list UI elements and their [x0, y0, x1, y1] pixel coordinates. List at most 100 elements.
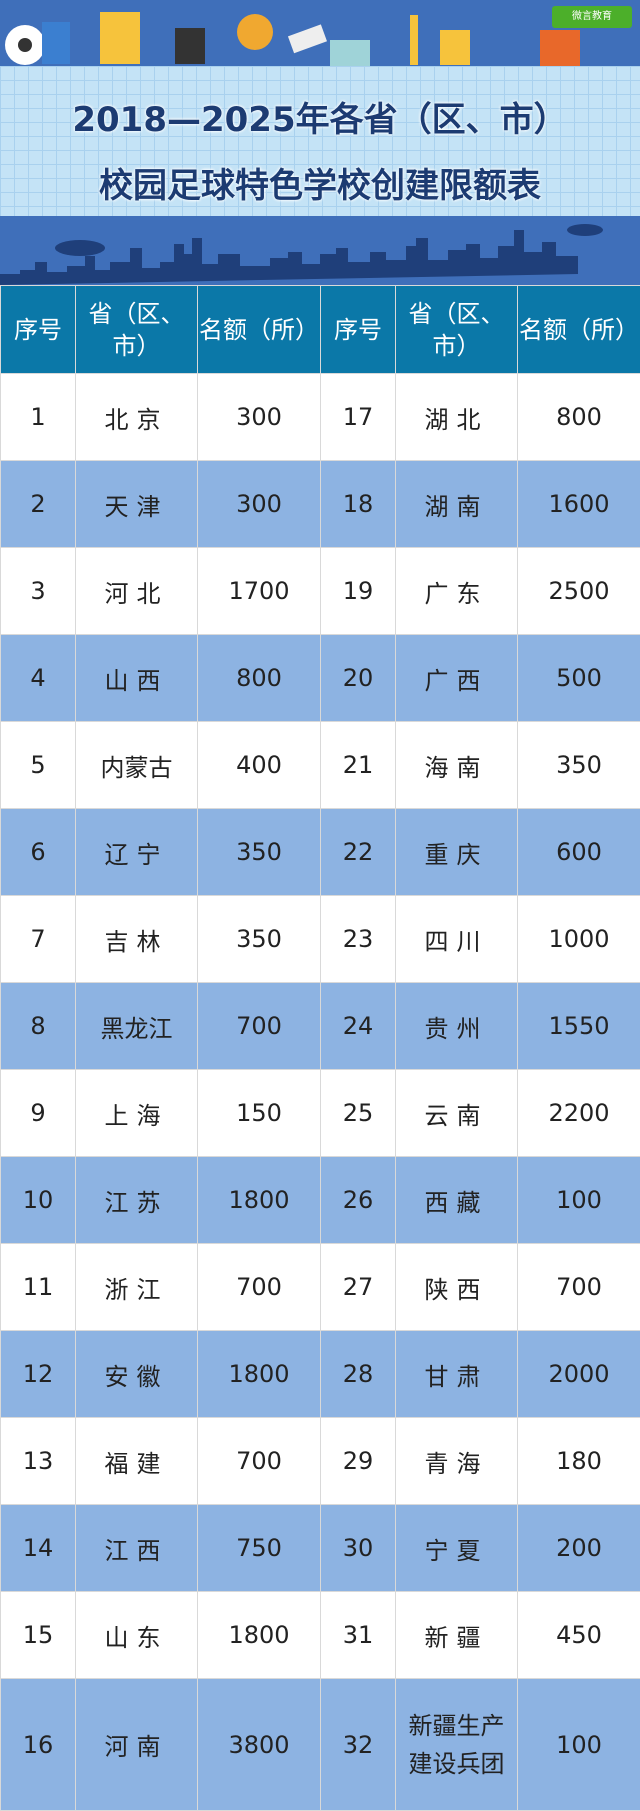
- row-number-cell: 11: [1, 1244, 76, 1331]
- quota-cell: 450: [518, 1592, 640, 1679]
- row-number-cell: 28: [321, 1331, 396, 1418]
- row-number-cell: 24: [321, 983, 396, 1070]
- quota-cell: 500: [518, 635, 640, 722]
- column-header: 序号: [1, 286, 76, 374]
- row-number-cell: 25: [321, 1070, 396, 1157]
- province-cell: 内蒙古: [76, 722, 198, 809]
- row-number-cell: 10: [1, 1157, 76, 1244]
- province-cell: 重庆: [396, 809, 518, 896]
- quota-cell: 350: [198, 809, 321, 896]
- quota-cell: 1800: [198, 1331, 321, 1418]
- row-number-cell: 13: [1, 1418, 76, 1505]
- province-cell: 四川: [396, 896, 518, 983]
- province-cell: 浙江: [76, 1244, 198, 1331]
- quota-cell: 100: [518, 1157, 640, 1244]
- row-number-cell: 8: [1, 983, 76, 1070]
- quota-cell: 2500: [518, 548, 640, 635]
- page-title-line2: 校园足球特色学校创建限额表: [0, 158, 640, 207]
- province-cell: 广西: [396, 635, 518, 722]
- quota-cell: 800: [518, 374, 640, 461]
- province-cell: 河南: [76, 1679, 198, 1811]
- province-cell: 安徽: [76, 1331, 198, 1418]
- column-header: 省（区、市）: [396, 286, 518, 374]
- row-number-cell: 20: [321, 635, 396, 722]
- row-number-cell: 21: [321, 722, 396, 809]
- province-cell: 陕西: [396, 1244, 518, 1331]
- row-number-cell: 27: [321, 1244, 396, 1331]
- quota-cell: 350: [198, 896, 321, 983]
- row-number-cell: 19: [321, 548, 396, 635]
- quota-cell: 180: [518, 1418, 640, 1505]
- row-number-cell: 3: [1, 548, 76, 635]
- province-cell: 甘肃: [396, 1331, 518, 1418]
- province-cell: 新疆: [396, 1592, 518, 1679]
- quota-cell: 1800: [198, 1157, 321, 1244]
- province-cell: 云南: [396, 1070, 518, 1157]
- row-number-cell: 1: [1, 374, 76, 461]
- province-cell: 湖南: [396, 461, 518, 548]
- quota-cell: 100: [518, 1679, 640, 1811]
- quota-cell: 300: [198, 374, 321, 461]
- table-header-row: 序号 省（区、市） 名额（所） 序号 省（区、市） 名额（所）: [1, 286, 640, 374]
- row-number-cell: 4: [1, 635, 76, 722]
- row-number-cell: 15: [1, 1592, 76, 1679]
- province-cell: 福建: [76, 1418, 198, 1505]
- row-number-cell: 6: [1, 809, 76, 896]
- province-cell: 吉林: [76, 896, 198, 983]
- row-number-cell: 30: [321, 1505, 396, 1592]
- province-cell: 青海: [396, 1418, 518, 1505]
- province-cell: 西藏: [396, 1157, 518, 1244]
- quota-cell: 800: [198, 635, 321, 722]
- quota-cell: 1700: [198, 548, 321, 635]
- page-title-line1: 2018—2025年各省（区、市）: [0, 92, 640, 141]
- brand-logo: 微言教育: [552, 6, 632, 28]
- province-cell: 河北: [76, 548, 198, 635]
- province-cell: 贵州: [396, 983, 518, 1070]
- row-number-cell: 18: [321, 461, 396, 548]
- province-cell: 宁夏: [396, 1505, 518, 1592]
- quota-cell: 3800: [198, 1679, 321, 1811]
- column-header: 省（区、市）: [76, 286, 198, 374]
- province-cell: 湖北: [396, 374, 518, 461]
- row-number-cell: 31: [321, 1592, 396, 1679]
- row-number-cell: 14: [1, 1505, 76, 1592]
- province-cell: 山东: [76, 1592, 198, 1679]
- quota-cell: 1800: [198, 1592, 321, 1679]
- school-supplies-illustration: [0, 0, 640, 66]
- quota-cell: 1600: [518, 461, 640, 548]
- province-cell: 新疆生产建设兵团: [396, 1679, 518, 1811]
- quota-cell: 150: [198, 1070, 321, 1157]
- province-cell: 山西: [76, 635, 198, 722]
- quota-cell: 2200: [518, 1070, 640, 1157]
- header-banner: 微言教育 2018—2025年各省（区、市） 校园足球特色学校创建限额表: [0, 0, 640, 285]
- column-header: 序号: [321, 286, 396, 374]
- province-cell: 江西: [76, 1505, 198, 1592]
- province-cell: 辽宁: [76, 809, 198, 896]
- province-cell: 广东: [396, 548, 518, 635]
- province-cell: 江苏: [76, 1157, 198, 1244]
- quota-cell: 700: [198, 1244, 321, 1331]
- quota-cell: 2000: [518, 1331, 640, 1418]
- row-number-cell: 5: [1, 722, 76, 809]
- province-cell: 北京: [76, 374, 198, 461]
- row-number-cell: 12: [1, 1331, 76, 1418]
- province-cell: 海南: [396, 722, 518, 809]
- quota-cell: 400: [198, 722, 321, 809]
- province-cell: 黑龙江: [76, 983, 198, 1070]
- quota-cell: 700: [198, 1418, 321, 1505]
